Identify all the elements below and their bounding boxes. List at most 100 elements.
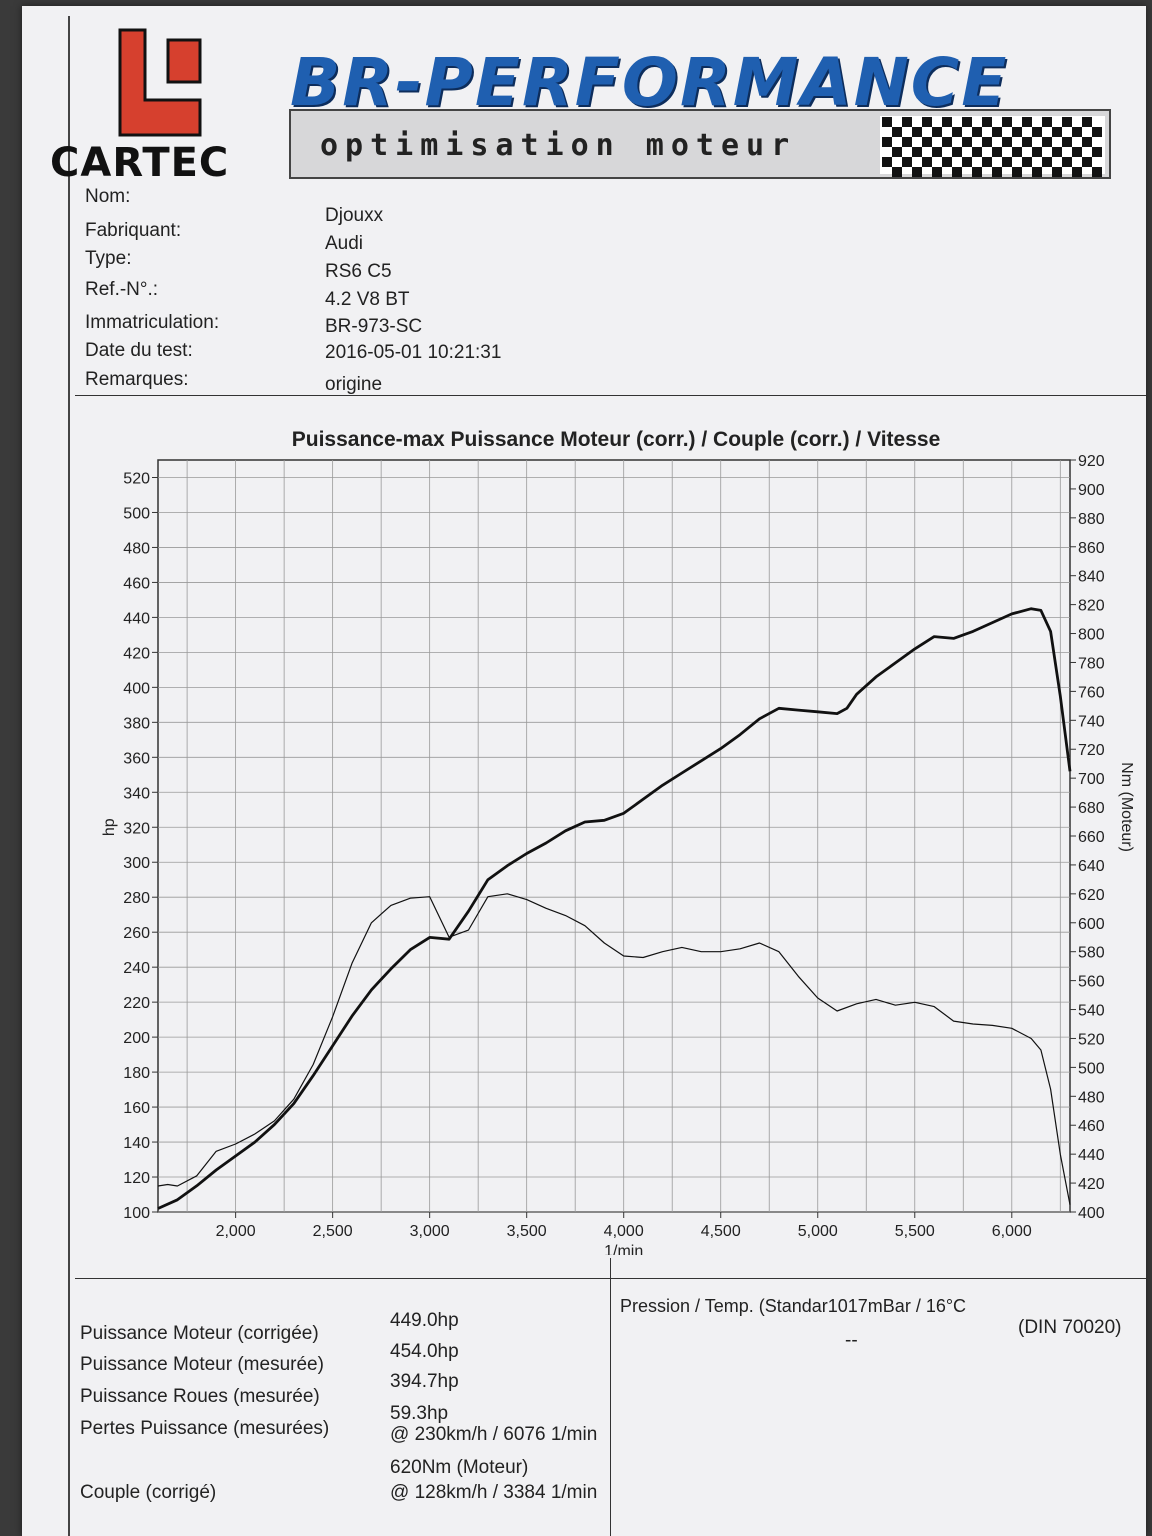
x-axis-label: 1/min <box>604 1243 643 1255</box>
info-label-nom: Nom: <box>85 186 131 207</box>
y-tick-label: 520 <box>123 470 150 487</box>
y-tick-label: 440 <box>123 610 150 627</box>
y2-tick-label: 860 <box>1078 540 1105 557</box>
brand-banner <box>289 109 1111 179</box>
y2-tick-label: 640 <box>1078 858 1105 875</box>
y2-tick-label: 920 <box>1078 455 1105 470</box>
result-value: @ 128km/h / 3384 1/min <box>390 1482 598 1503</box>
y2-tick-label: 680 <box>1078 800 1105 817</box>
x-tick-label: 6,000 <box>992 1223 1032 1240</box>
info-label-ref: Ref.-N°.: <box>85 279 159 300</box>
y-axis-label: hp <box>101 818 118 836</box>
plot-area <box>157 459 1071 1213</box>
x-tick-label: 4,500 <box>701 1223 741 1240</box>
power-curve <box>157 607 1072 1210</box>
y-tick-label: 280 <box>123 890 150 907</box>
chart-title: Puissance-max Puissance Moteur (corr.) /… <box>291 428 941 451</box>
y-tick-label: 500 <box>123 505 150 522</box>
y2-tick-label: 620 <box>1078 887 1105 904</box>
x-tick-label: 5,000 <box>798 1223 838 1240</box>
result-value: 454.0hp <box>390 1341 459 1362</box>
y-tick-label: 120 <box>123 1170 150 1187</box>
y-tick-label: 460 <box>123 575 150 592</box>
result-value: 620Nm (Moteur) <box>390 1457 529 1478</box>
y2-tick-label: 700 <box>1078 771 1105 788</box>
y2-tick-label: 780 <box>1078 655 1105 672</box>
y2-tick-label: 880 <box>1078 511 1105 528</box>
y2-tick-label: 840 <box>1078 569 1105 586</box>
divider <box>75 395 1146 396</box>
info-value-type: RS6 C5 <box>325 261 392 282</box>
y2-tick-label: 540 <box>1078 1003 1105 1020</box>
result-value: 394.7hp <box>390 1371 459 1392</box>
y2-tick-label: 820 <box>1078 598 1105 615</box>
info-value-ref: 4.2 V8 BT <box>325 289 410 310</box>
dyno-sheet <box>22 6 1146 1536</box>
cartec-logo-text: CARTEC <box>50 140 230 186</box>
y2-tick-label: 900 <box>1078 482 1105 499</box>
info-label-type: Type: <box>85 248 132 269</box>
y2-tick-label: 800 <box>1078 627 1105 644</box>
info-value-immatriculation: BR-973-SC <box>325 316 423 337</box>
y2-tick-label: 580 <box>1078 945 1105 962</box>
divider <box>610 1258 611 1536</box>
result-value: 449.0hp <box>390 1310 459 1331</box>
info-label-date: Date du test: <box>85 340 193 361</box>
y-tick-label: 160 <box>123 1100 150 1117</box>
y2-axis-label: Nm (Moteur) <box>1118 762 1135 852</box>
cartec-logo-mark <box>118 28 202 137</box>
y2-tick-label: 740 <box>1078 713 1105 730</box>
result-label: Puissance Moteur (mesurée) <box>80 1354 324 1375</box>
pressure-temp: Pression / Temp. (Standar​1017mBar / 16°… <box>620 1296 967 1316</box>
info-label-fabriquant: Fabriquant: <box>85 220 182 241</box>
result-label: Puissance Roues (mesurée) <box>80 1386 320 1407</box>
y-tick-label: 420 <box>123 645 150 662</box>
y-tick-label: 380 <box>123 715 150 732</box>
dyno-chart: 100 120 140 160 180 200 220 240 260 280 300 320 340 3… <box>101 455 1135 1255</box>
y2-tick-label: 600 <box>1078 916 1105 933</box>
info-label-remarques: Remarques: <box>85 369 189 390</box>
y2-tick-label: 400 <box>1078 1205 1105 1222</box>
empty-value: -- <box>845 1330 858 1351</box>
result-value: 59.3hp <box>390 1403 449 1424</box>
result-label: Puissance Moteur (corrigée) <box>80 1323 319 1344</box>
y-tick-label: 200 <box>123 1030 150 1047</box>
x-tick-label: 2,000 <box>216 1223 256 1240</box>
x-tick-label: 5,500 <box>895 1223 935 1240</box>
y2-tick-label: 480 <box>1078 1089 1105 1106</box>
y-tick-label: 100 <box>123 1205 150 1222</box>
y-tick-label: 220 <box>123 995 150 1012</box>
torque-curve <box>157 893 1071 1205</box>
y-tick-label: 140 <box>123 1135 150 1152</box>
y2-tick-label: 720 <box>1078 742 1105 759</box>
standard-label: (DIN 70020) <box>1018 1317 1122 1338</box>
y-tick-label: 340 <box>123 785 150 802</box>
brand-tagline: optimisation moteur <box>320 128 797 163</box>
result-label: Couple (corrigé) <box>80 1482 217 1503</box>
result-value: @ 230km/h / 6076 1/min <box>390 1424 598 1445</box>
y-tick-label: 480 <box>123 540 150 557</box>
y-tick-label: 180 <box>123 1065 150 1082</box>
checkered-flag-icon <box>880 116 1105 177</box>
info-value-nom: Djouxx <box>325 205 384 226</box>
y-tick-label: 260 <box>123 925 150 942</box>
result-label: Pertes Puissance (mesurées) <box>80 1418 330 1439</box>
x-tick-label: 3,500 <box>507 1223 547 1240</box>
y2-tick-label: 500 <box>1078 1060 1105 1077</box>
y2-tick-label: 420 <box>1078 1176 1105 1193</box>
y-tick-label: 320 <box>123 820 150 837</box>
info-value-date: 2016-05-01 10:21:31 <box>325 342 502 363</box>
info-value-remarques: origine <box>325 374 383 395</box>
info-value-fabriquant: Audi <box>325 233 364 254</box>
x-tick-label: 4,000 <box>604 1223 644 1240</box>
y-tick-label: 300 <box>123 855 150 872</box>
x-tick-label: 3,000 <box>410 1223 450 1240</box>
y-tick-label: 360 <box>123 750 150 767</box>
y2-tick-label: 520 <box>1078 1031 1105 1048</box>
info-label-immatriculation: Immatriculation: <box>85 312 220 333</box>
y2-tick-label: 760 <box>1078 684 1105 701</box>
y-tick-label: 400 <box>123 680 150 697</box>
x-tick-label: 2,500 <box>313 1223 353 1240</box>
sheet-frame <box>68 16 1140 1536</box>
y2-tick-label: 460 <box>1078 1118 1105 1135</box>
